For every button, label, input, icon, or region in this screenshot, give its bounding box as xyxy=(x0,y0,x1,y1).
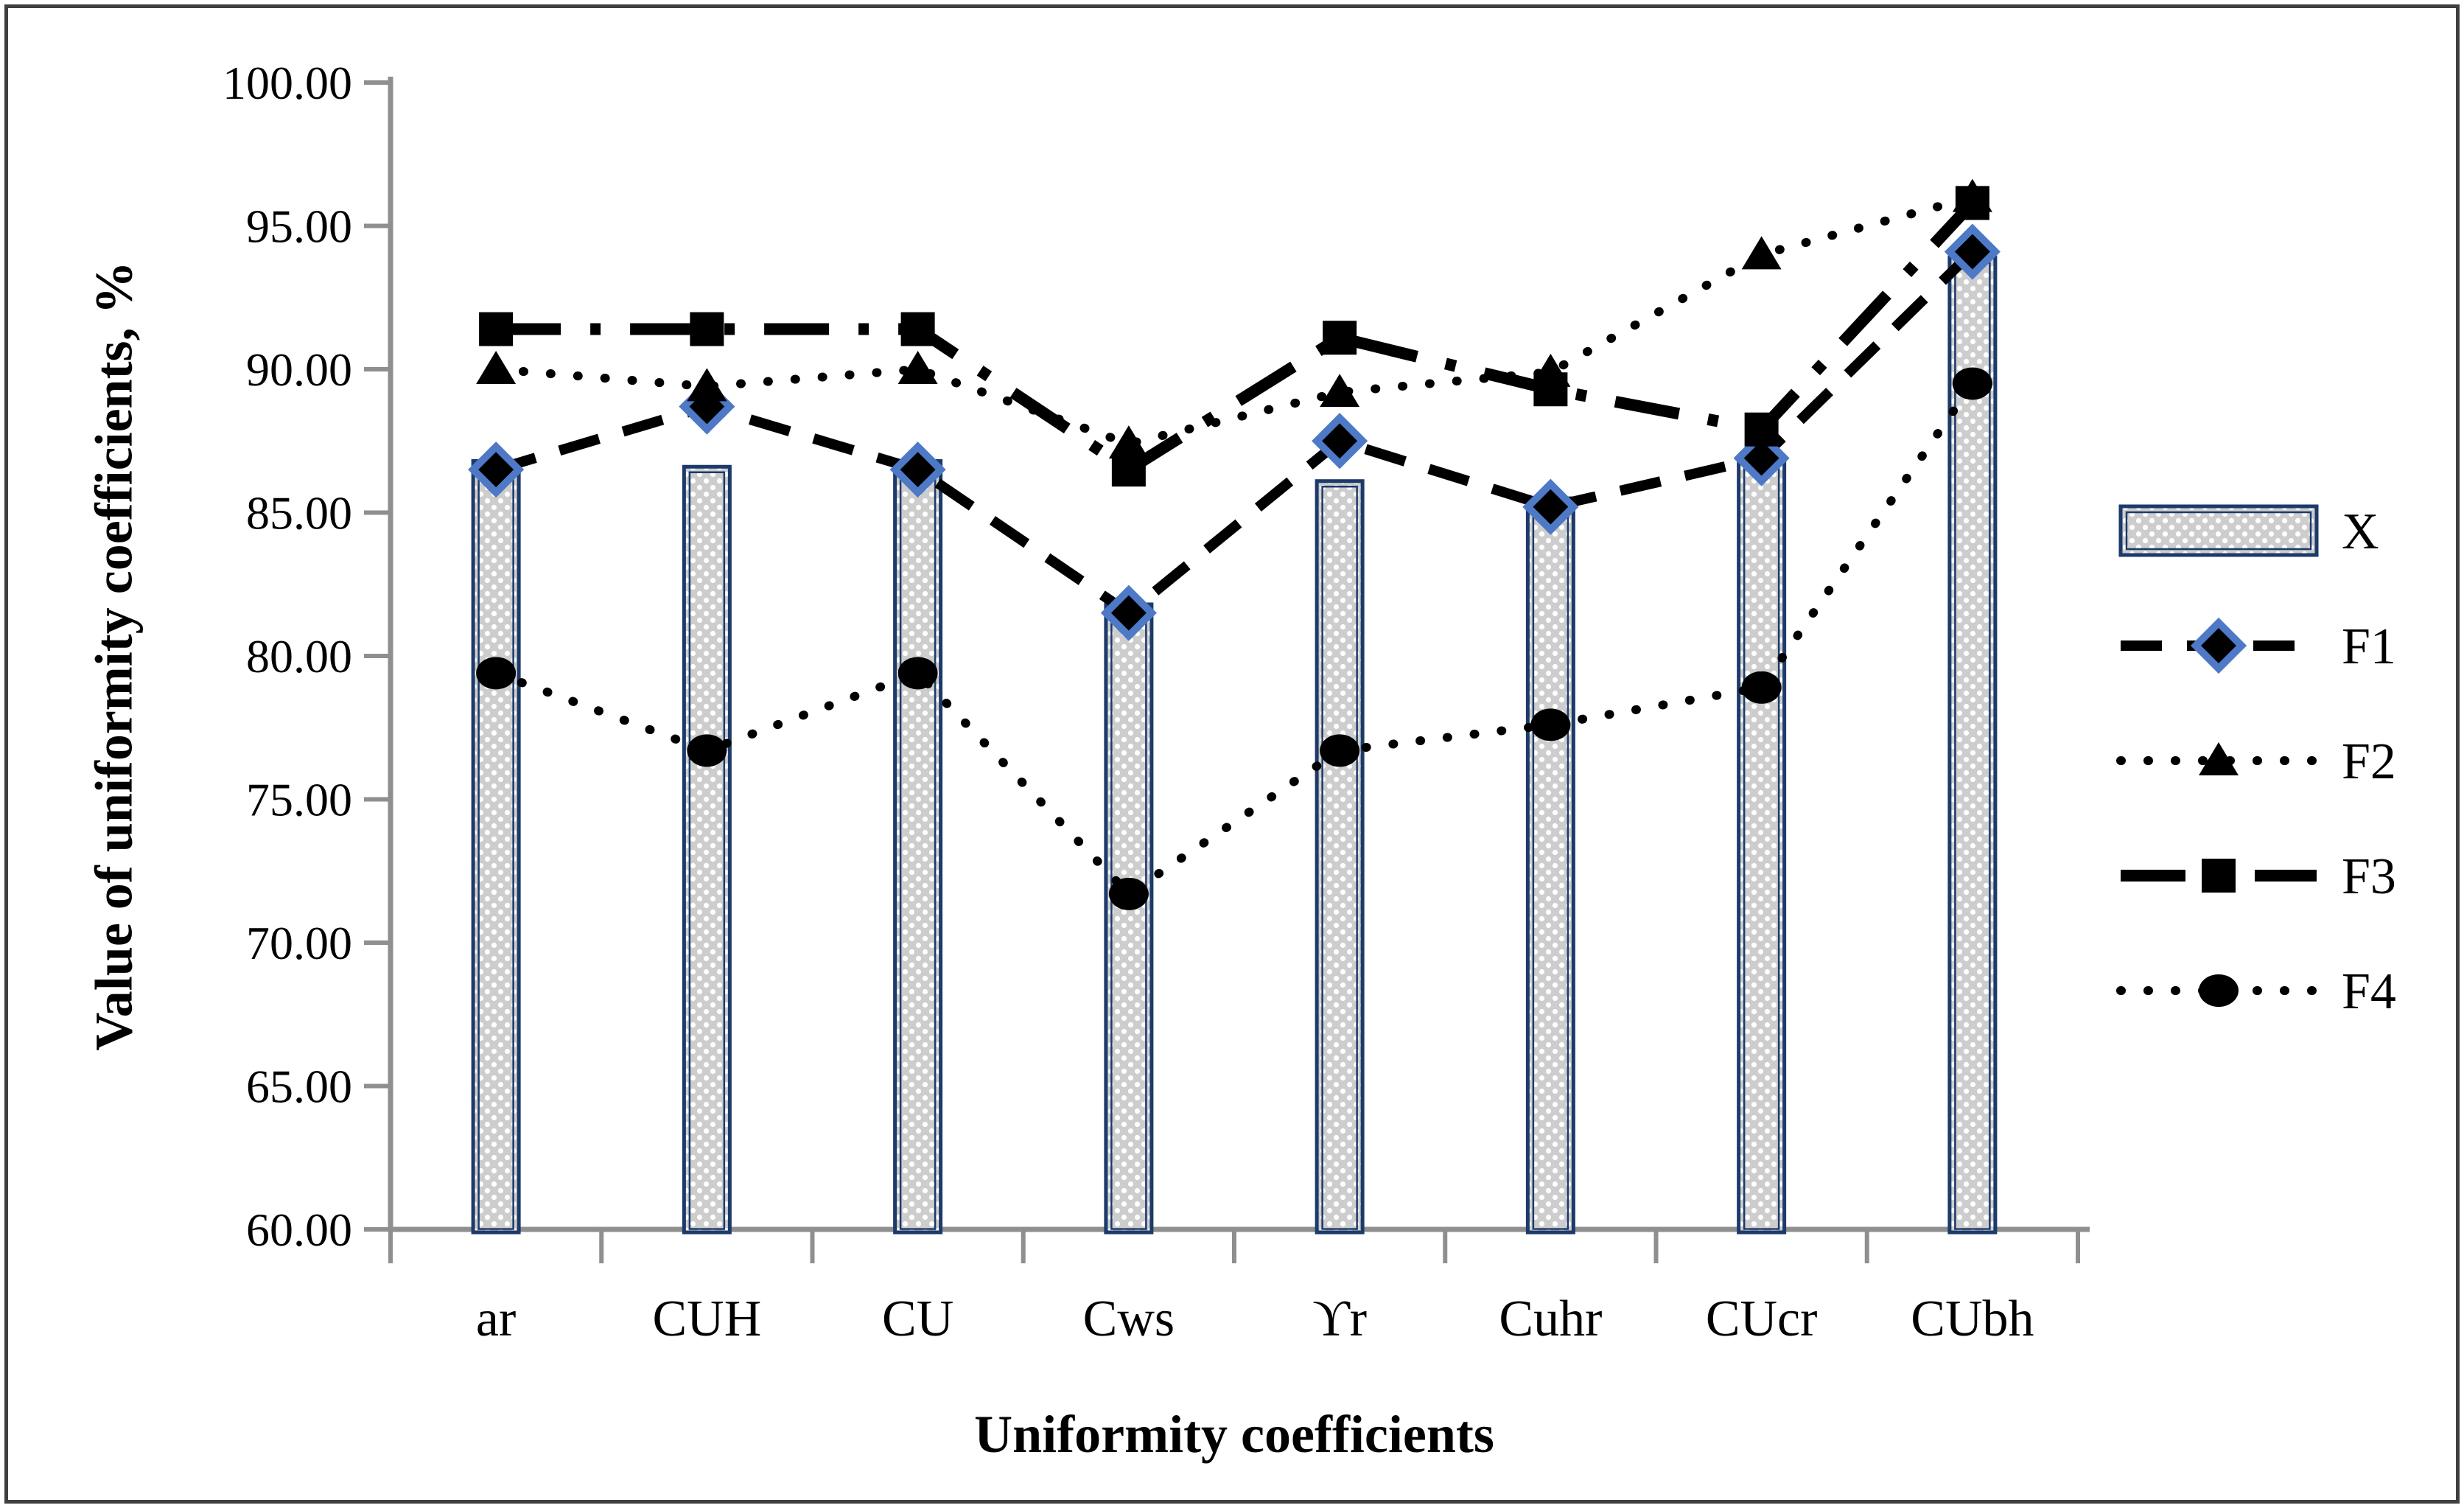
legend-bar-swatch-inner xyxy=(2125,511,2312,551)
square-marker xyxy=(1111,453,1146,487)
bar-X-ϒr xyxy=(1315,479,1365,1235)
axis-tick-labels: 100.00 95.00 90.00 85.00 80.00 75.00 70.00 65.0… xyxy=(223,57,2034,1347)
triangle-marker xyxy=(687,368,727,402)
x-axis-title: Uniformity coefficients xyxy=(974,1405,1494,1464)
diamond-marker xyxy=(1100,584,1157,641)
triangle-marker xyxy=(1320,374,1360,408)
square-marker xyxy=(900,312,935,346)
axes xyxy=(364,77,2090,1263)
legend-item-X: X xyxy=(2118,503,2379,560)
legend-item-F4: F4 xyxy=(2116,963,2396,1020)
bar-X-ar xyxy=(471,458,521,1235)
circle-marker xyxy=(897,657,938,690)
series-F2-line xyxy=(491,192,1977,449)
y-tick-label: 90.00 xyxy=(246,343,352,396)
triangle-marker xyxy=(897,351,938,384)
legend-bar-swatch xyxy=(2118,504,2319,557)
series-F1-line xyxy=(494,248,1976,620)
triangle-marker xyxy=(1741,236,1782,270)
triangle-marker xyxy=(2199,742,2239,775)
y-tick-label: 100.00 xyxy=(223,57,352,109)
square-marker xyxy=(1744,412,1779,447)
triangle-marker xyxy=(476,351,517,384)
y-tick-label: 85.00 xyxy=(246,487,352,540)
legend-label: F2 xyxy=(2342,733,2396,790)
bar-X-Cws xyxy=(1104,602,1154,1235)
legend-item-F2: F2 xyxy=(2116,733,2396,790)
circle-marker xyxy=(1952,367,1992,400)
y-tick-label: 95.00 xyxy=(246,200,352,253)
square-marker xyxy=(1955,186,1989,220)
bar-X-CU xyxy=(893,458,943,1235)
bar-inner-border xyxy=(688,471,726,1230)
category-label: ar xyxy=(476,1291,516,1347)
circle-marker xyxy=(1530,708,1571,741)
legend-label: F1 xyxy=(2342,618,2396,675)
legend-label: F3 xyxy=(2342,848,2396,905)
circle-marker xyxy=(687,734,727,767)
bar-X-CUH xyxy=(682,464,732,1235)
circle-marker xyxy=(1320,734,1360,767)
y-axis-title: Value of uniformity coefficients, % xyxy=(84,261,144,1051)
diamond-marker xyxy=(2190,617,2247,674)
legend-item-F1: F1 xyxy=(2121,617,2396,675)
y-tick-label: 80.00 xyxy=(246,630,352,683)
y-tick-label: 75.00 xyxy=(246,774,352,826)
diamond-marker xyxy=(468,441,525,498)
square-marker xyxy=(1323,321,1357,355)
y-tick-label: 70.00 xyxy=(246,917,352,969)
figure-border xyxy=(4,4,2460,1504)
category-label: CUH xyxy=(652,1291,761,1347)
bar-inner-border xyxy=(1321,485,1358,1230)
square-marker xyxy=(2202,859,2236,893)
diamond-marker xyxy=(1944,223,2001,280)
diamond-marker xyxy=(1312,413,1368,469)
category-label: CU xyxy=(882,1291,953,1347)
circle-marker xyxy=(476,657,517,690)
circle-marker xyxy=(1108,877,1149,910)
bar-X-Cuhr xyxy=(1525,496,1575,1235)
category-label: CUcr xyxy=(1706,1291,1818,1347)
bar-series xyxy=(471,255,1998,1235)
square-marker xyxy=(1533,372,1568,407)
diamond-marker xyxy=(1522,478,1579,535)
legend-label: X xyxy=(2342,503,2379,560)
y-tick-label: 65.00 xyxy=(246,1061,352,1113)
bar-X-CUcr xyxy=(1737,456,1787,1235)
bar-X-CUbh xyxy=(1947,255,1998,1235)
legend: X F1 F2 F3 F4 xyxy=(2116,503,2396,1020)
category-label: Cws xyxy=(1083,1291,1175,1347)
y-tick-label: 60.00 xyxy=(246,1204,352,1256)
circle-marker xyxy=(2199,974,2239,1007)
line-series xyxy=(468,178,2001,910)
square-marker xyxy=(690,312,724,346)
category-label: CUbh xyxy=(1911,1291,2034,1347)
legend-item-F3: F3 xyxy=(2121,848,2396,905)
triangle-marker xyxy=(1108,425,1149,459)
category-label: ϒr xyxy=(1312,1291,1367,1347)
diamond-marker xyxy=(889,441,946,498)
square-marker xyxy=(479,312,514,346)
legend-label: F4 xyxy=(2342,963,2396,1020)
circle-marker xyxy=(1741,671,1782,704)
category-label: Cuhr xyxy=(1499,1291,1602,1347)
